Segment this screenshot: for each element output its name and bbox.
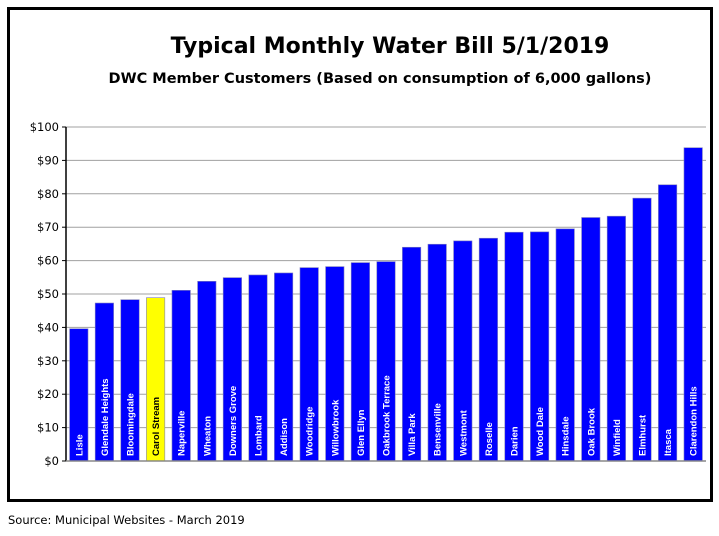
y-tick-label: $0 xyxy=(44,454,59,468)
bar-label: Lombard xyxy=(254,415,265,456)
y-tick-label: $80 xyxy=(37,187,59,201)
bar-label: Glen Ellyn xyxy=(356,409,367,456)
bar-label: Downers Grove xyxy=(228,386,239,456)
bar-label: Oak Brook xyxy=(586,407,597,456)
bar-label: Wheaton xyxy=(202,416,213,456)
source-note: Source: Municipal Websites - March 2019 xyxy=(8,513,245,527)
y-tick-label: $40 xyxy=(37,320,59,334)
bar-label: Clarendon Hills xyxy=(689,386,700,456)
bar xyxy=(658,184,678,462)
bar-label: Oakbrook Terrace xyxy=(382,375,393,456)
y-tick-label: $50 xyxy=(37,287,59,301)
bar-label: Lisle xyxy=(74,434,85,456)
y-tick-label: $70 xyxy=(37,220,59,234)
bar-label: Roselle xyxy=(484,422,495,456)
bar-label: Elmhurst xyxy=(638,414,649,456)
y-tick-label: $10 xyxy=(37,421,59,435)
bar-label: Willowbrook xyxy=(330,399,341,456)
chart-subtitle: DWC Member Customers (Based on consumpti… xyxy=(108,71,652,87)
bar-label: Carol Stream xyxy=(151,397,162,456)
bar-label: Naperville xyxy=(177,411,188,456)
bar-label: Bensenville xyxy=(433,403,444,456)
bar-label: Hinsdale xyxy=(561,416,572,456)
y-tick-label: $20 xyxy=(37,387,59,401)
chart-title: Typical Monthly Water Bill 5/1/2019 xyxy=(170,34,610,59)
bar-label: Wood Dale xyxy=(535,407,546,456)
bar-label: Woodridge xyxy=(305,407,316,456)
y-tick-label: $90 xyxy=(37,153,59,167)
bar-label: Itasca xyxy=(663,428,674,456)
y-tick-label: $60 xyxy=(37,254,59,268)
bar-label: Bloomingdale xyxy=(126,393,137,456)
bar-label: Glendale Heights xyxy=(100,378,111,456)
bar-label: Addison xyxy=(279,418,290,456)
y-tick-label: $100 xyxy=(30,120,59,134)
bar-label: Winfield xyxy=(612,419,623,456)
bar-label: Westmont xyxy=(458,409,469,456)
y-tick-label: $30 xyxy=(37,354,59,368)
bar-label: Darien xyxy=(510,426,521,456)
bar-label: Villa Park xyxy=(407,413,418,456)
